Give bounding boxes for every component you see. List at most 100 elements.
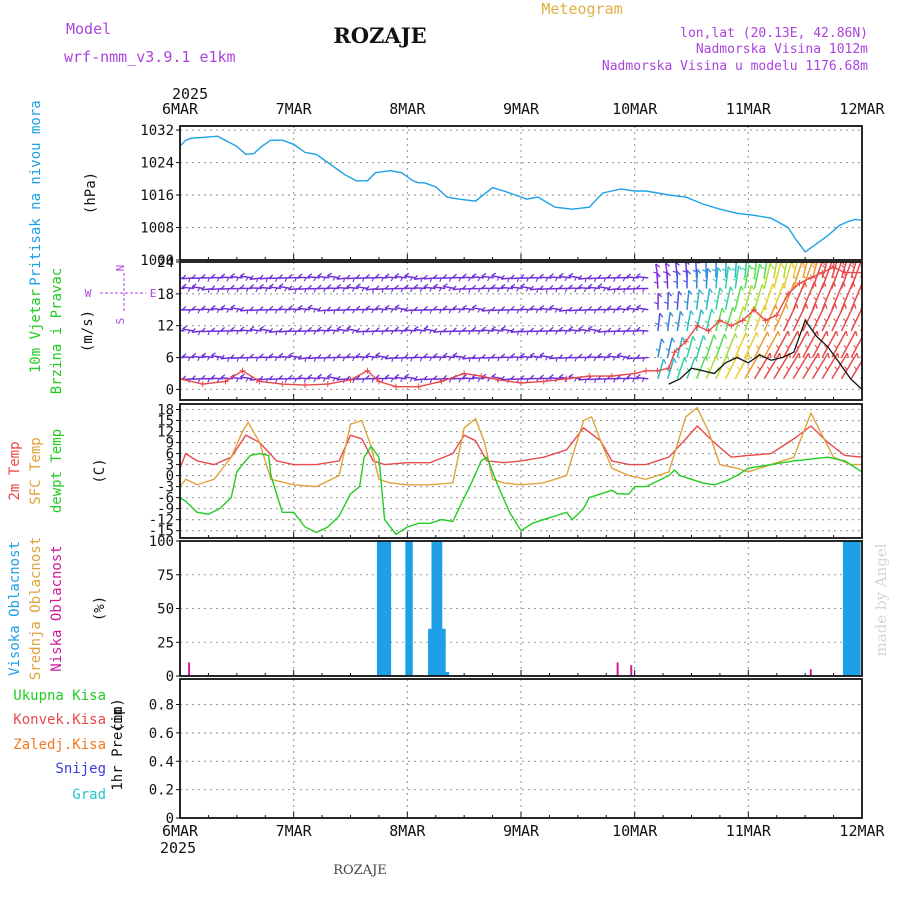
wind-barb <box>375 307 388 311</box>
wind-barb-flag <box>452 352 458 357</box>
wind-barb-tick <box>663 281 668 284</box>
wind-barb-flag <box>597 283 603 288</box>
wind-barb-tick <box>574 276 578 281</box>
wind-barb-flag <box>452 327 457 332</box>
wind-barb <box>549 307 562 311</box>
wind-barb-flag <box>442 274 448 279</box>
wind-barb <box>443 308 456 311</box>
wind-barb-tick <box>265 357 268 362</box>
wind-barb-flag <box>659 312 664 318</box>
wind-barb-tick <box>655 348 660 352</box>
wind-barb-tick <box>842 318 847 322</box>
wind-barb-tick <box>497 288 500 293</box>
y-axis-label: 10m Vjetar <box>28 289 44 373</box>
wind-barb-tick <box>712 268 717 272</box>
wind-barb-flag <box>288 305 293 310</box>
y-axis-label: Niska Oblacnost <box>49 545 65 671</box>
wind-barb <box>686 290 690 310</box>
wind-barb <box>792 262 798 279</box>
wind-barb-tick <box>496 330 500 335</box>
wind-barb-flag <box>665 262 670 267</box>
wind-barb-flag <box>748 264 753 270</box>
wind-barb <box>666 272 669 289</box>
wind-barb-tick <box>684 321 689 325</box>
wind-barb-flag <box>307 374 313 379</box>
cloud-bar <box>434 541 439 676</box>
wind-barb-tick <box>265 278 268 283</box>
y-tick-label: 6 <box>166 351 174 367</box>
wind-barb <box>763 283 774 311</box>
wind-barb-tick <box>216 277 220 282</box>
wind-barb-flag <box>297 285 303 290</box>
wind-barb-flag <box>394 273 400 278</box>
wind-barb-flag <box>787 330 790 337</box>
wind-barb-tick <box>351 287 355 292</box>
wind-barb-flag <box>719 287 724 293</box>
wind-barb <box>385 307 398 311</box>
precip-legend-total: Ukupna Kisa <box>13 688 106 704</box>
wind-barb-flag <box>548 354 554 360</box>
wind-barb-tick <box>438 287 442 292</box>
wind-barb-flag <box>471 304 477 309</box>
series-line-dewpt <box>180 444 862 536</box>
wind-barb-tick <box>323 310 326 315</box>
wind-barb-tick <box>555 288 558 293</box>
wind-barb-tick <box>477 330 481 335</box>
wind-barb-flag <box>764 305 768 311</box>
wind-barb-tick <box>458 277 462 282</box>
y-tick-label: -12 <box>149 513 174 529</box>
wind-barb-flag <box>597 352 603 358</box>
wind-barb-flag <box>173 307 177 311</box>
wind-barb-tick <box>333 357 336 362</box>
wind-barb-tick <box>526 277 529 282</box>
wind-barb-tick <box>603 309 606 314</box>
wind-barb-flag <box>423 306 428 311</box>
wind-barb <box>744 262 748 278</box>
wind-barb-tick <box>766 344 770 349</box>
wind-barb-flag <box>490 353 496 359</box>
wind-barb-flag <box>850 249 852 254</box>
wind-barb <box>763 263 771 289</box>
x-tick-label-top: 6MAR <box>162 100 199 118</box>
wind-barb-flag <box>452 273 457 279</box>
coords-label: lon,lat (20.13E, 42.86N) <box>680 26 868 41</box>
precip-legend-hail: Grad <box>72 787 106 803</box>
wind-barb-tick <box>632 378 635 383</box>
wind-barb-tick <box>198 331 201 336</box>
gust-marker <box>785 290 792 297</box>
wind-barb-flag <box>268 328 274 333</box>
wind-barb-tick <box>622 277 626 282</box>
wind-barb-flag <box>307 304 313 309</box>
wind-barb-flag <box>519 274 525 279</box>
wind-barb-tick <box>594 278 597 283</box>
wind-barb <box>491 375 504 380</box>
wind-barb-flag <box>249 353 254 358</box>
wind-barb <box>626 307 639 311</box>
wind-barb-tick <box>448 356 452 361</box>
wind-barb-flag <box>307 354 312 359</box>
wind-barb-flag <box>413 284 419 289</box>
wind-barb-tick <box>773 297 778 301</box>
wind-barb-tick <box>842 296 846 301</box>
wind-barb-flag <box>842 281 846 287</box>
wind-barb-tick <box>187 357 191 362</box>
wind-barb <box>705 268 709 289</box>
gust-marker <box>671 349 678 356</box>
wind-barb-tick <box>284 331 288 336</box>
wind-barb-tick <box>713 299 718 303</box>
gust-marker <box>682 338 689 345</box>
wind-barb-tick <box>361 287 365 292</box>
wind-barb-tick <box>313 330 317 335</box>
wind-barb-tick <box>410 309 413 315</box>
wind-barb <box>501 328 514 332</box>
wind-barb-tick <box>245 288 249 293</box>
wind-barb-tick <box>420 278 423 283</box>
wind-barb-flag <box>810 250 812 254</box>
wind-barb-tick <box>574 377 578 382</box>
wind-barb-tick <box>733 298 738 302</box>
wind-barb <box>850 359 862 380</box>
wind-barb <box>375 354 388 359</box>
gust-marker <box>364 367 371 374</box>
wind-barb-flag <box>635 326 641 331</box>
wind-barb-tick <box>612 309 616 314</box>
